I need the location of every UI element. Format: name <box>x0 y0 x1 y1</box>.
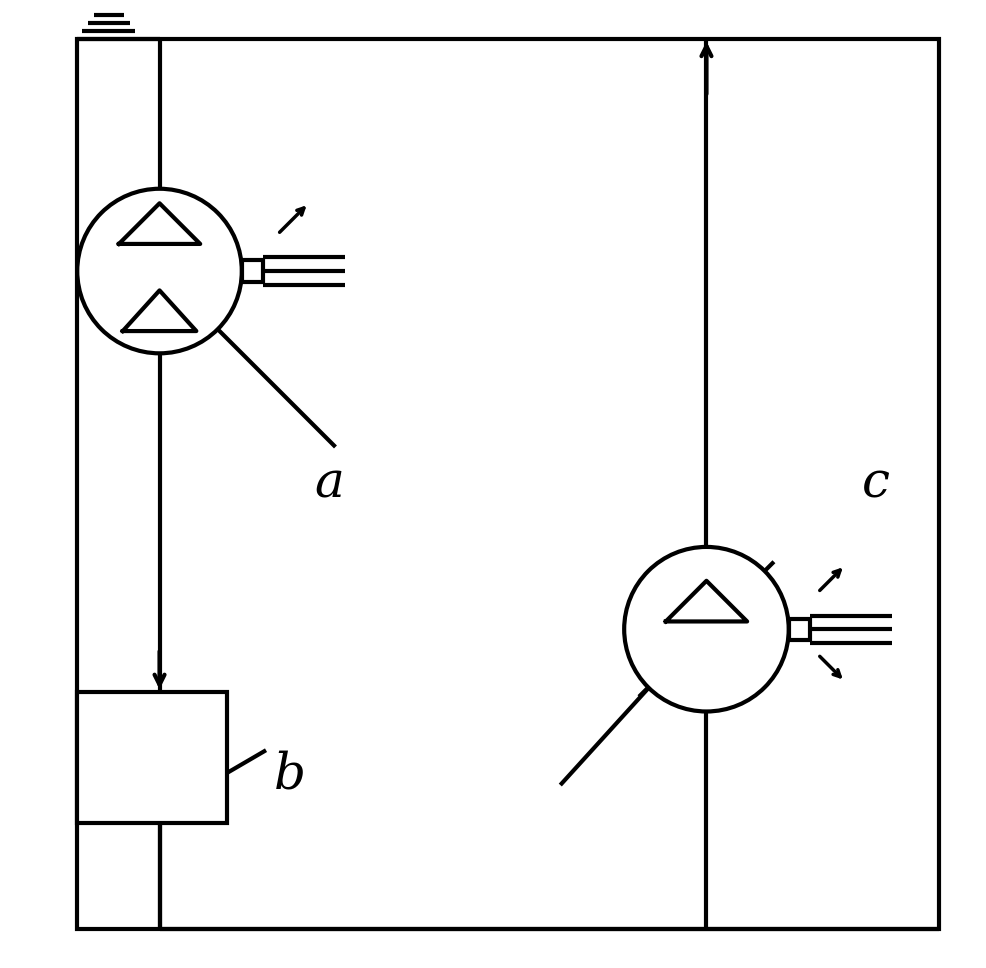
Text: b: b <box>274 749 306 800</box>
Text: c: c <box>861 459 889 509</box>
Circle shape <box>77 189 242 353</box>
Bar <box>77 692 227 823</box>
Text: a: a <box>314 459 343 509</box>
Circle shape <box>623 547 788 711</box>
Bar <box>788 619 810 640</box>
Bar <box>242 260 263 282</box>
Bar <box>77 39 938 929</box>
